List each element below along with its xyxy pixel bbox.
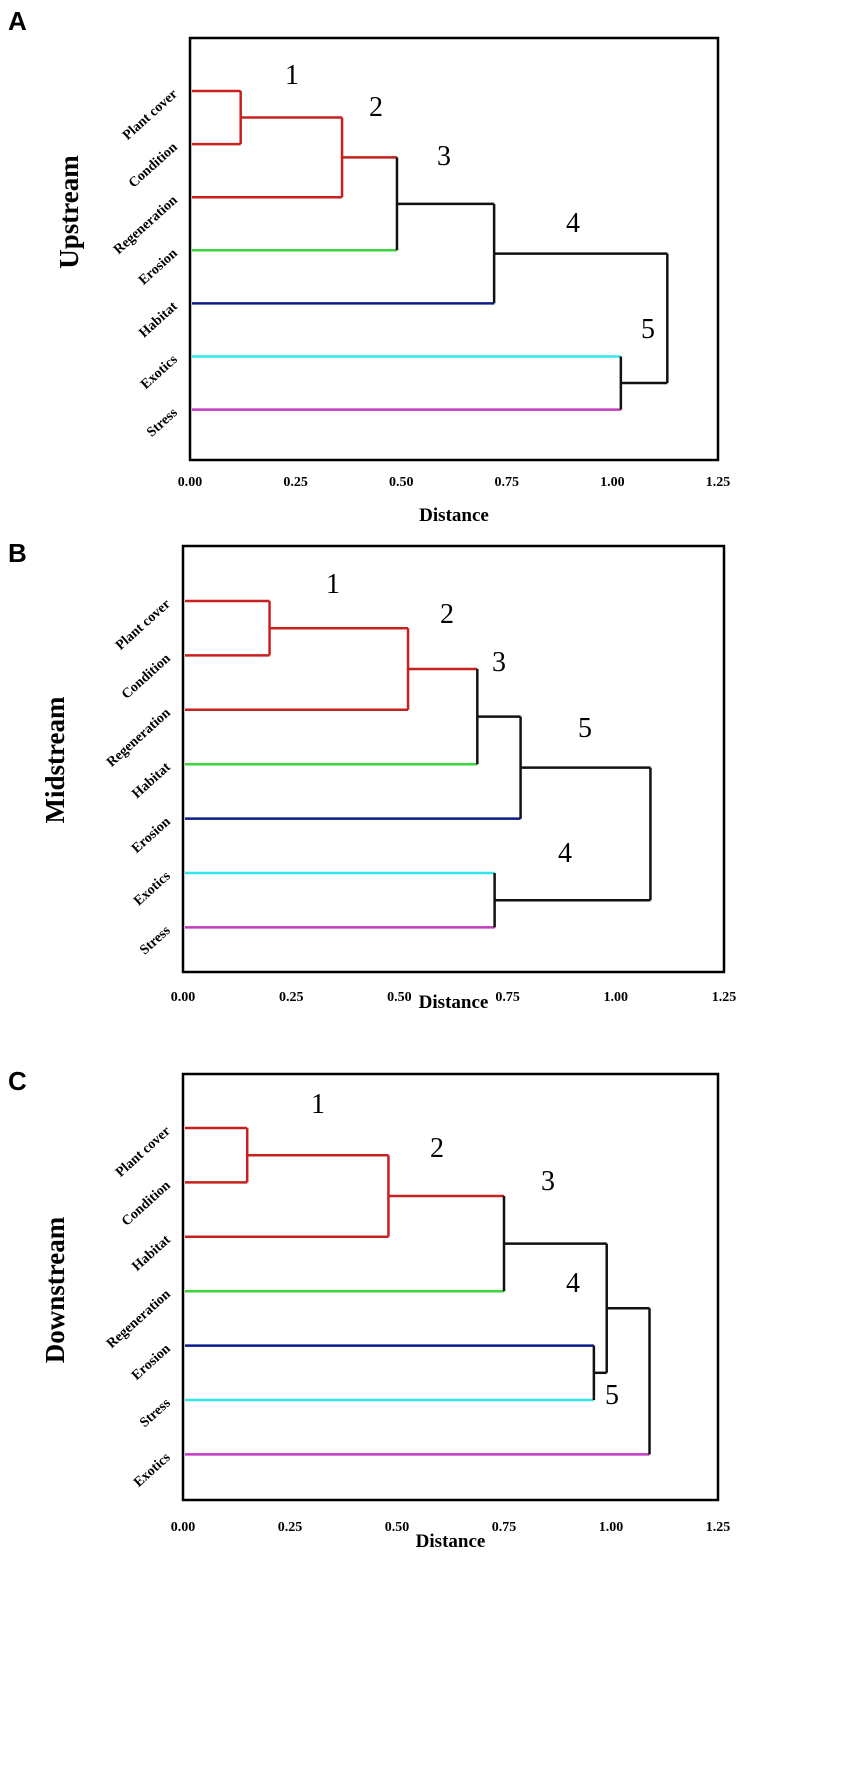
plot-frame xyxy=(188,36,720,462)
cluster-number-label: 3 xyxy=(541,1166,555,1197)
cluster-number-label: 5 xyxy=(605,1380,619,1411)
x-tick-label: 0.75 xyxy=(492,1520,517,1535)
cluster-number-label: 1 xyxy=(285,60,299,91)
cluster-number-label: 4 xyxy=(566,208,580,239)
panel-letter: B xyxy=(8,538,27,568)
x-tick-label: 1.25 xyxy=(706,475,731,490)
leaf-label: Plant cover xyxy=(120,87,181,144)
x-tick-label: 0.25 xyxy=(278,1520,303,1535)
leaf-label: Condition xyxy=(119,1178,174,1229)
x-tick-label: 0.00 xyxy=(178,475,203,490)
leaf-label: Plant cover xyxy=(113,597,174,654)
x-tick-label: 1.25 xyxy=(712,990,737,1005)
leaf-label: Condition xyxy=(126,140,181,191)
y-axis-label: Upstream xyxy=(54,155,84,269)
x-tick-label: 1.00 xyxy=(600,475,625,490)
x-tick-label: 0.00 xyxy=(171,990,196,1005)
leaf-label: Habitat xyxy=(130,760,174,802)
y-axis-label: Midstream xyxy=(40,696,70,823)
cluster-number-label: 2 xyxy=(440,599,454,630)
cluster-number-label: 2 xyxy=(369,92,383,123)
leaf-label: Stress xyxy=(137,923,174,958)
x-axis-label: Distance xyxy=(416,1531,486,1552)
leaf-label: Stress xyxy=(137,1395,174,1430)
leaf-label: Exotics xyxy=(131,868,174,909)
x-tick-label: 0.25 xyxy=(279,990,304,1005)
panel-letter: A xyxy=(8,6,27,36)
leaf-label: Plant cover xyxy=(113,1124,174,1181)
panel-a: A 0.00 0.25 0.50 0.75 1.00 1.25 Distance Upstrea… xyxy=(8,6,730,526)
y-axis-label: Downstream xyxy=(40,1216,70,1363)
leaf-label: Exotics xyxy=(131,1450,174,1491)
plot-frame xyxy=(181,544,726,974)
cluster-number-label: 4 xyxy=(566,1268,580,1299)
plot-frame xyxy=(181,1072,720,1502)
cluster-number-label: 4 xyxy=(558,838,572,869)
x-tick-label: 1.25 xyxy=(706,1520,731,1535)
leaf-label: Erosion xyxy=(129,1341,174,1383)
x-tick-label: 0.25 xyxy=(283,475,308,490)
x-tick-label: 0.00 xyxy=(171,1520,196,1535)
x-axis-label: Distance xyxy=(419,992,489,1013)
x-tick-label: 0.50 xyxy=(389,475,414,490)
cluster-number-label: 3 xyxy=(492,647,506,678)
cluster-number-label: 5 xyxy=(641,314,655,345)
cluster-number-label: 3 xyxy=(437,141,451,172)
x-tick-label: 0.50 xyxy=(385,1520,410,1535)
panel-c: C 0.00 0.25 0.50 0.75 1.00 1.25 Distance Downstr… xyxy=(8,1066,730,1552)
leaf-label: Habitat xyxy=(137,299,181,341)
leaf-label: Condition xyxy=(119,651,174,702)
x-tick-label: 0.75 xyxy=(495,475,520,490)
x-axis-label: Distance xyxy=(419,505,489,526)
x-tick-label: 1.00 xyxy=(599,1520,624,1535)
cluster-number-label: 2 xyxy=(430,1133,444,1164)
cluster-number-label: 1 xyxy=(326,569,340,600)
cluster-number-label: 5 xyxy=(578,713,592,744)
cluster-number-label: 1 xyxy=(311,1089,325,1120)
x-tick-label: 0.75 xyxy=(495,990,520,1005)
leaf-label: Habitat xyxy=(130,1232,174,1274)
leaf-label: Exotics xyxy=(138,352,181,393)
x-tick-label: 0.50 xyxy=(387,990,412,1005)
leaf-label: Erosion xyxy=(129,814,174,856)
x-tick-label: 1.00 xyxy=(604,990,629,1005)
leaf-label: Erosion xyxy=(136,246,181,288)
panel-letter: C xyxy=(8,1066,27,1096)
panel-b: B 0.00 0.25 0.50 0.75 1.00 1.25 Distance Midstre… xyxy=(8,538,736,1013)
leaf-label: Stress xyxy=(144,405,181,440)
